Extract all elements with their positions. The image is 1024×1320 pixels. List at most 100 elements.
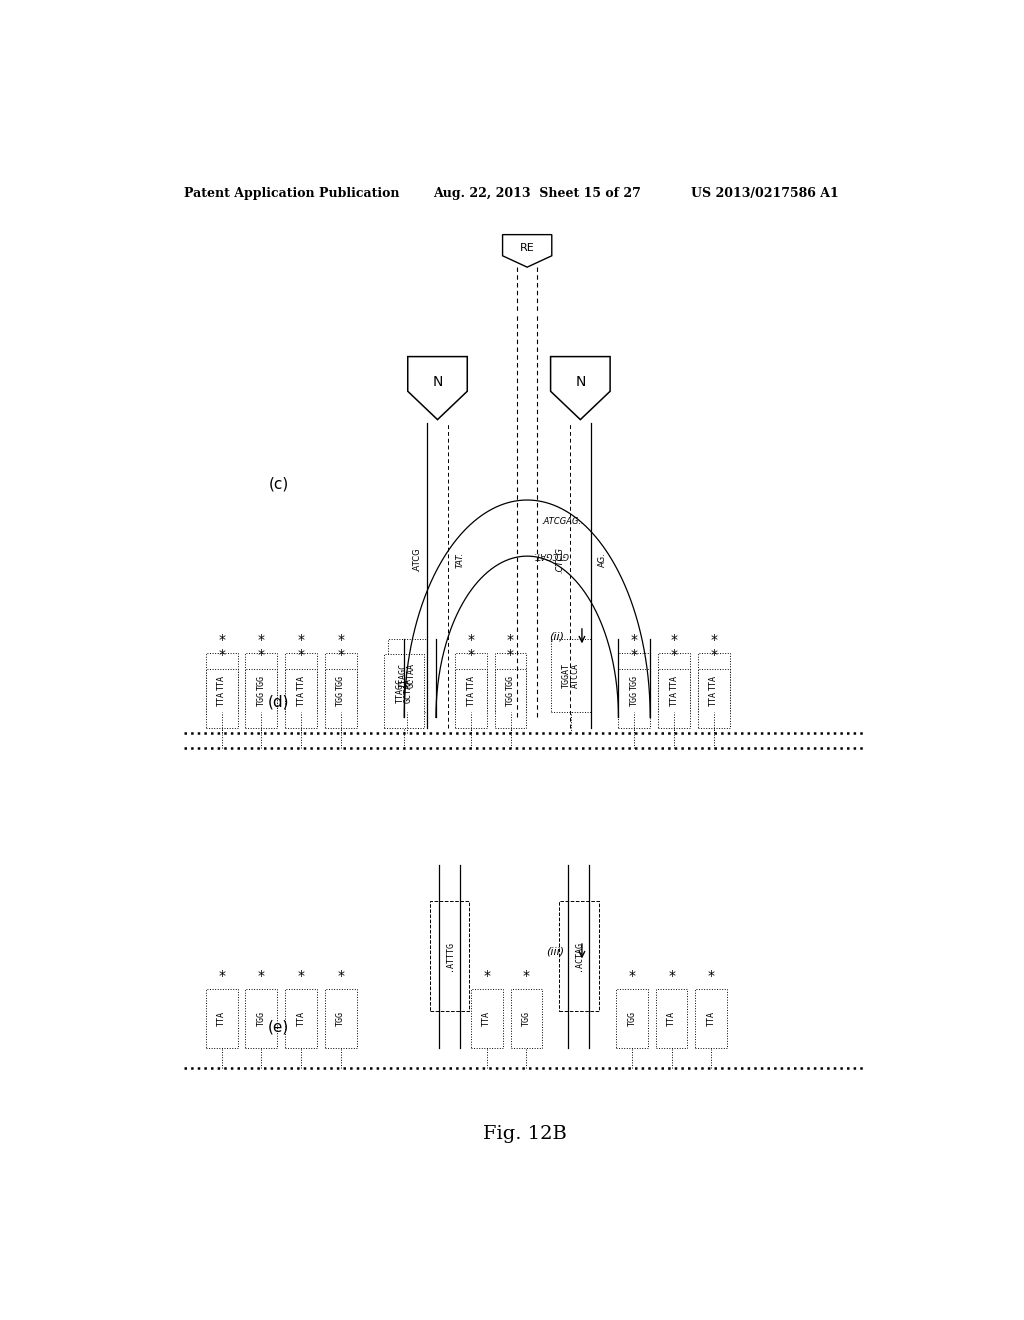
Text: *: * bbox=[258, 648, 265, 663]
Bar bbox=[559, 902, 599, 1011]
Text: TGG: TGG bbox=[336, 690, 345, 706]
Bar bbox=[616, 989, 648, 1048]
Text: TTA: TTA bbox=[297, 690, 305, 706]
Text: .ACTAG: .ACTAG bbox=[574, 941, 584, 972]
Bar bbox=[325, 989, 356, 1048]
Text: TGG: TGG bbox=[522, 1011, 530, 1026]
Text: *: * bbox=[218, 969, 225, 982]
Text: TTA: TTA bbox=[707, 1011, 716, 1026]
Text: TTA: TTA bbox=[217, 1011, 226, 1026]
Bar bbox=[655, 989, 687, 1048]
Bar bbox=[206, 989, 238, 1048]
Bar bbox=[246, 653, 278, 713]
Text: *: * bbox=[218, 648, 225, 663]
Text: *: * bbox=[483, 969, 490, 982]
Text: *: * bbox=[298, 634, 304, 647]
Text: *: * bbox=[258, 634, 265, 647]
Text: .ATCG: .ATCG bbox=[413, 548, 421, 572]
Text: (e): (e) bbox=[268, 1020, 290, 1035]
Text: Aug. 22, 2013  Sheet 15 of 27: Aug. 22, 2013 Sheet 15 of 27 bbox=[433, 187, 641, 201]
Text: *: * bbox=[507, 648, 514, 663]
Bar bbox=[697, 669, 729, 727]
Bar bbox=[285, 669, 316, 727]
Text: GTCGAT.: GTCGAT. bbox=[534, 550, 569, 560]
Polygon shape bbox=[503, 235, 552, 267]
Text: TTA: TTA bbox=[670, 690, 679, 706]
Text: TGGAT
ATCCA: TGGAT ATCCA bbox=[562, 663, 580, 688]
Bar bbox=[455, 653, 486, 713]
Text: TGG: TGG bbox=[628, 1011, 637, 1026]
Bar bbox=[384, 655, 424, 727]
Text: TTA: TTA bbox=[466, 690, 475, 706]
Text: TGG: TGG bbox=[506, 676, 515, 690]
Text: TTA: TTA bbox=[297, 676, 305, 690]
Bar bbox=[325, 653, 356, 713]
Text: TTAGC
GCTAA: TTAGC GCTAA bbox=[395, 678, 413, 704]
Text: TTA: TTA bbox=[466, 676, 475, 690]
Text: TTA: TTA bbox=[297, 1011, 305, 1026]
Bar bbox=[206, 669, 238, 727]
Text: *: * bbox=[337, 969, 344, 982]
Text: *: * bbox=[671, 648, 678, 663]
Bar bbox=[697, 653, 729, 713]
Bar bbox=[511, 989, 543, 1048]
Text: (c): (c) bbox=[268, 477, 289, 491]
Text: .CTCG: .CTCG bbox=[555, 546, 564, 573]
Text: TGG: TGG bbox=[630, 690, 639, 706]
Bar bbox=[471, 989, 503, 1048]
Text: *: * bbox=[337, 648, 344, 663]
Text: TGG: TGG bbox=[506, 690, 515, 706]
Bar bbox=[285, 989, 316, 1048]
Bar bbox=[658, 669, 690, 727]
Text: TGG: TGG bbox=[257, 1011, 266, 1026]
Bar bbox=[246, 669, 278, 727]
Text: *: * bbox=[631, 634, 638, 647]
Text: TTAGC
GCTAA: TTAGC GCTAA bbox=[398, 663, 416, 688]
Bar bbox=[206, 653, 238, 713]
Bar bbox=[285, 653, 316, 713]
Text: (iii): (iii) bbox=[547, 946, 564, 956]
Text: *: * bbox=[258, 969, 265, 982]
Text: TGG: TGG bbox=[336, 1011, 345, 1026]
Text: .ATCGAG..: .ATCGAG.. bbox=[542, 516, 585, 525]
Bar bbox=[618, 653, 650, 713]
Text: *: * bbox=[523, 969, 529, 982]
Text: TTA: TTA bbox=[217, 676, 226, 690]
Text: TAT.: TAT. bbox=[456, 552, 464, 568]
Text: .ATTTG: .ATTTG bbox=[444, 941, 454, 972]
Text: TTA: TTA bbox=[710, 676, 718, 690]
Bar bbox=[455, 669, 486, 727]
Text: (ii): (ii) bbox=[550, 631, 564, 642]
Text: US 2013/0217586 A1: US 2013/0217586 A1 bbox=[691, 187, 840, 201]
Bar bbox=[695, 989, 727, 1048]
Bar bbox=[387, 639, 427, 713]
Bar bbox=[430, 902, 469, 1011]
Text: TGG: TGG bbox=[630, 676, 639, 690]
Polygon shape bbox=[551, 356, 610, 420]
Text: TTA: TTA bbox=[710, 690, 718, 706]
Text: AG.: AG. bbox=[598, 553, 607, 568]
Text: *: * bbox=[708, 969, 715, 982]
Text: *: * bbox=[467, 634, 474, 647]
Bar bbox=[495, 669, 526, 727]
Text: TTA: TTA bbox=[667, 1011, 676, 1026]
Text: *: * bbox=[668, 969, 675, 982]
Bar bbox=[246, 989, 278, 1048]
Text: *: * bbox=[711, 634, 717, 647]
Bar bbox=[495, 653, 526, 713]
Text: TGG: TGG bbox=[257, 676, 266, 690]
Text: TTA: TTA bbox=[482, 1011, 492, 1026]
Text: *: * bbox=[629, 969, 636, 982]
Text: *: * bbox=[218, 634, 225, 647]
Text: *: * bbox=[337, 634, 344, 647]
Text: TGG: TGG bbox=[257, 690, 266, 706]
Text: (d): (d) bbox=[268, 694, 290, 710]
Text: *: * bbox=[298, 648, 304, 663]
Text: N: N bbox=[432, 375, 442, 389]
Bar bbox=[325, 669, 356, 727]
Text: *: * bbox=[467, 648, 474, 663]
Polygon shape bbox=[408, 356, 467, 420]
Text: *: * bbox=[711, 648, 717, 663]
Text: TTA: TTA bbox=[217, 690, 226, 706]
Text: Fig. 12B: Fig. 12B bbox=[483, 1125, 566, 1143]
